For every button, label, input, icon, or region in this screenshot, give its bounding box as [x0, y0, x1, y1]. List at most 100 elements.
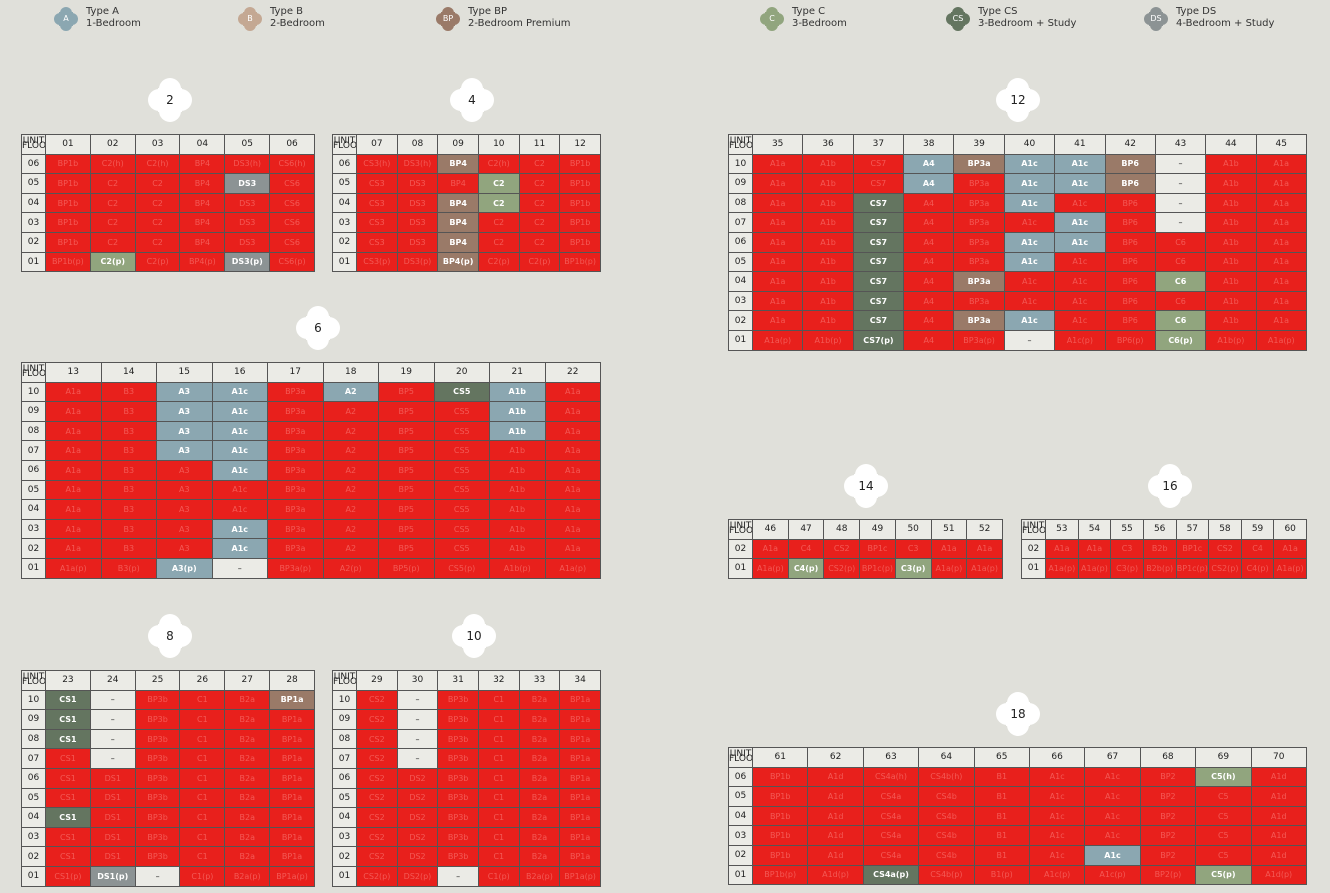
unit-cell[interactable]: A4: [903, 173, 955, 194]
unit-cell: BP1a: [559, 767, 601, 789]
unit-cell[interactable]: A1b: [489, 420, 546, 442]
unit-cell[interactable]: A1c: [1054, 153, 1106, 175]
unit-cell[interactable]: BP6: [1104, 173, 1156, 194]
unit-cell[interactable]: CS7: [852, 192, 905, 214]
unit-cell: BP1b(p): [559, 251, 601, 273]
unit-cell: C1: [179, 689, 226, 711]
unit-cell[interactable]: C3(p): [894, 558, 932, 579]
unit-header: 24: [89, 670, 136, 691]
unit-cell[interactable]: BP4: [437, 153, 479, 175]
unit-cell[interactable]: DS1(p): [89, 865, 136, 887]
unit-cell[interactable]: A1c: [1054, 173, 1106, 194]
unit-cell[interactable]: A1c: [211, 518, 268, 540]
unit-cell: –: [211, 557, 268, 579]
block-number: 14: [858, 479, 874, 493]
unit-cell[interactable]: A1c: [211, 420, 268, 442]
unit-cell[interactable]: BP3a: [953, 271, 1005, 292]
unit-cell: A3: [156, 518, 213, 540]
unit-cell: C2(p): [477, 251, 520, 273]
unit-cell: A1b: [1205, 290, 1257, 312]
unit-cell[interactable]: BP3a: [953, 153, 1005, 175]
unit-cell[interactable]: A2: [322, 381, 379, 403]
unit-cell[interactable]: A1c: [211, 440, 268, 461]
floor-label: 05: [21, 173, 46, 194]
unit-cell[interactable]: C4(p): [787, 558, 825, 579]
unit-cell[interactable]: A1c: [211, 459, 268, 481]
unit-cell[interactable]: C2: [477, 173, 520, 194]
unit-header: 31: [437, 670, 479, 691]
unit-cell: BP1a: [269, 846, 315, 867]
unit-cell[interactable]: A1b: [489, 381, 546, 403]
unit-cell[interactable]: A1c: [1003, 310, 1056, 331]
unit-cell[interactable]: DS3: [224, 173, 271, 194]
unit-cell: B2a: [224, 846, 271, 867]
unit-cell[interactable]: A1c: [1003, 251, 1056, 273]
corner-floor-label: FLOOR: [22, 141, 46, 152]
unit-cell[interactable]: CS7(p): [852, 329, 905, 351]
unit-header: 39: [953, 134, 1005, 155]
unit-cell[interactable]: A1c: [1003, 153, 1056, 175]
floor-row: 09 A1a A1b CS7 A4 BP3a A1c A1c BP6– A1b A1a: [728, 173, 1307, 194]
unit-cell: A1b: [802, 153, 854, 175]
unit-cell[interactable]: CS7: [852, 310, 905, 331]
unit-cell[interactable]: A4: [903, 153, 955, 175]
floor-label: 02: [728, 844, 753, 866]
unit-cell[interactable]: C6: [1154, 271, 1207, 292]
unit-cell[interactable]: C6: [1154, 310, 1207, 331]
unit-cell[interactable]: A1c: [1003, 231, 1056, 253]
unit-cell: B1(p): [973, 864, 1030, 886]
unit-cell: DS3: [396, 173, 439, 194]
unit-cell[interactable]: BP4: [437, 212, 479, 233]
unit-cell[interactable]: A3: [156, 401, 213, 422]
unit-cell[interactable]: A1c: [211, 381, 268, 403]
unit-cell[interactable]: CS7: [852, 290, 905, 312]
unit-cell[interactable]: BP1a: [269, 689, 315, 711]
unit-cell[interactable]: BP4(p): [437, 251, 479, 273]
unit-cell[interactable]: A1c: [1003, 173, 1056, 194]
unit-cell: A1a: [751, 310, 804, 331]
unit-cell[interactable]: CS5: [433, 381, 490, 403]
unit-cell[interactable]: BP3a: [953, 310, 1005, 331]
floor-row: 04 CS1 DS1 BP3b C1 B2a BP1a: [21, 807, 315, 828]
unit-cell[interactable]: A1c: [1054, 212, 1106, 233]
unit-cell[interactable]: A1b: [489, 401, 546, 422]
unit-cell[interactable]: CS4a(p): [862, 864, 920, 886]
unit-cell: A1a(p): [930, 558, 968, 579]
unit-cell[interactable]: CS1: [45, 807, 91, 828]
unit-cell[interactable]: A3: [156, 420, 213, 442]
unit-cell[interactable]: CS7: [852, 212, 905, 233]
unit-cell[interactable]: CS7: [852, 271, 905, 292]
unit-cell[interactable]: A1c: [211, 401, 268, 422]
floor-label: 06: [332, 767, 357, 789]
unit-cell: C5: [1195, 825, 1252, 846]
unit-cell[interactable]: C5(p): [1195, 864, 1252, 886]
unit-cell: A1a: [45, 538, 102, 559]
unit-cell[interactable]: A1c: [1084, 844, 1141, 866]
unit-cell[interactable]: A1c: [211, 538, 268, 559]
unit-cell[interactable]: A1c: [1054, 231, 1106, 253]
unit-cell: BP3b: [437, 767, 479, 789]
unit-cell[interactable]: A3: [156, 440, 213, 461]
unit-cell: –: [89, 748, 136, 769]
unit-cell[interactable]: CS1: [45, 689, 91, 711]
unit-cell[interactable]: C5(h): [1195, 766, 1252, 788]
block-number: 4: [468, 93, 476, 107]
unit-cell[interactable]: CS1: [45, 709, 91, 730]
unit-cell[interactable]: C6(p): [1154, 329, 1207, 351]
unit-cell[interactable]: A3: [156, 381, 213, 403]
corner-floor-label: FLOOR: [333, 677, 357, 688]
unit-cell[interactable]: CS7: [852, 251, 905, 273]
unit-cell[interactable]: C2(p): [89, 251, 136, 273]
unit-cell[interactable]: BP6: [1104, 153, 1156, 175]
unit-cell: DS3: [224, 212, 271, 233]
unit-cell[interactable]: BP4: [437, 231, 479, 253]
unit-cell[interactable]: A3(p): [156, 557, 213, 579]
unit-cell[interactable]: CS7: [852, 231, 905, 253]
unit-cell[interactable]: A1c: [1003, 192, 1056, 214]
unit-cell[interactable]: CS1: [45, 728, 91, 750]
unit-cell[interactable]: DS3(p): [224, 251, 271, 273]
floor-label: 03: [332, 826, 357, 848]
unit-cell: BP1b: [559, 153, 601, 175]
unit-cell[interactable]: C2: [477, 192, 520, 214]
unit-cell[interactable]: BP4: [437, 192, 479, 214]
